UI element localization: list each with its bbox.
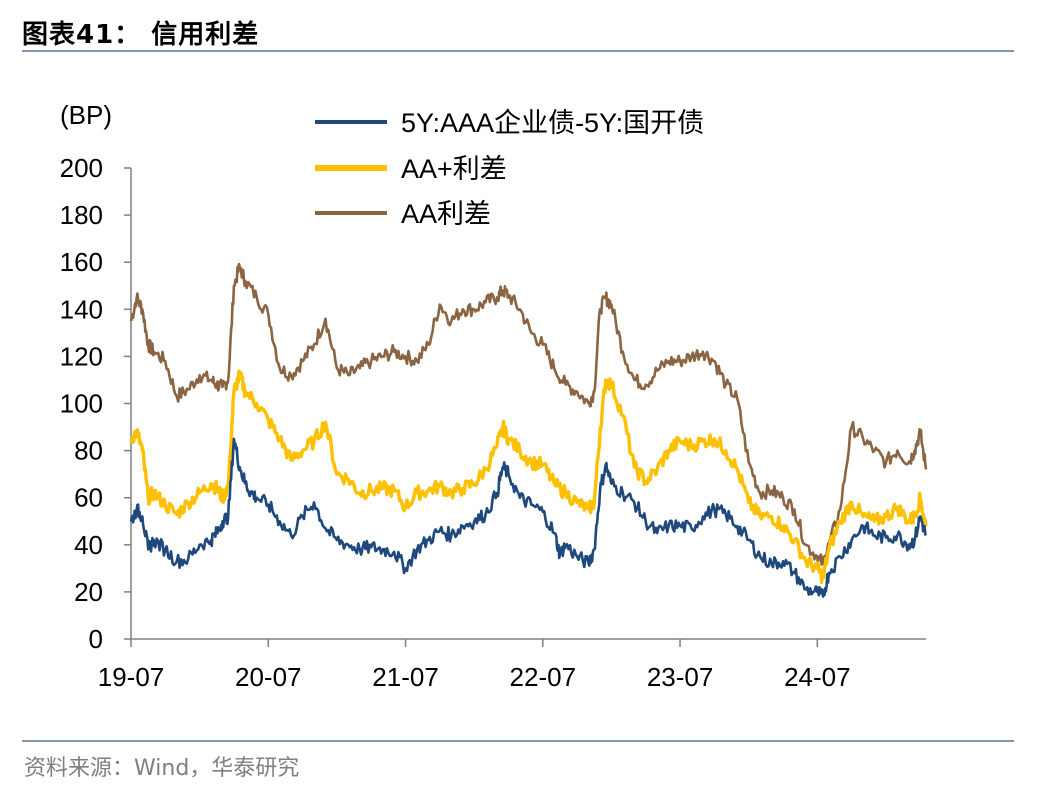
figure-title: 图表41： 信用利差	[22, 20, 260, 50]
legend-label-0: 5Y:AAA企业债-5Y:国开债	[401, 108, 704, 138]
y-tick-label: 160	[60, 247, 103, 277]
legend-label-2: AA利差	[401, 199, 491, 229]
y-tick-label: 20	[74, 577, 103, 607]
x-tick-label: 19-07	[98, 662, 165, 692]
series-line-1	[129, 369, 928, 584]
x-tick-label: 24-07	[784, 662, 851, 692]
y-tick-label: 40	[74, 530, 103, 560]
top-divider	[22, 50, 1014, 52]
y-tick-label: 140	[60, 294, 103, 324]
y-tick-label: 0	[89, 624, 103, 654]
x-tick-label: 22-07	[510, 662, 577, 692]
legend-label-1: AA+利差	[401, 154, 507, 184]
axes: 0 20 40 60 80 100 120 140 160 180 200 19-07 20-07 21-…	[60, 153, 926, 692]
bottom-divider	[22, 740, 1014, 742]
y-axis-unit: (BP)	[60, 100, 112, 130]
series-line-0	[129, 437, 928, 598]
x-tick-label: 21-07	[372, 662, 439, 692]
y-tick-label: 120	[60, 341, 103, 371]
y-tick-label: 100	[60, 389, 103, 419]
series-lines	[129, 262, 928, 598]
y-tick-label: 180	[60, 200, 103, 230]
x-tick-label: 20-07	[235, 662, 302, 692]
legend: 5Y:AAA企业债-5Y:国开债 AA+利差 AA利差	[315, 108, 704, 229]
y-tick-label: 200	[60, 153, 103, 183]
x-tick-label: 23-07	[647, 662, 714, 692]
source-note: 资料来源：Wind，华泰研究	[24, 756, 300, 781]
y-tick-label: 60	[74, 483, 103, 513]
y-tick-label: 80	[74, 436, 103, 466]
series-line-2	[129, 262, 928, 566]
